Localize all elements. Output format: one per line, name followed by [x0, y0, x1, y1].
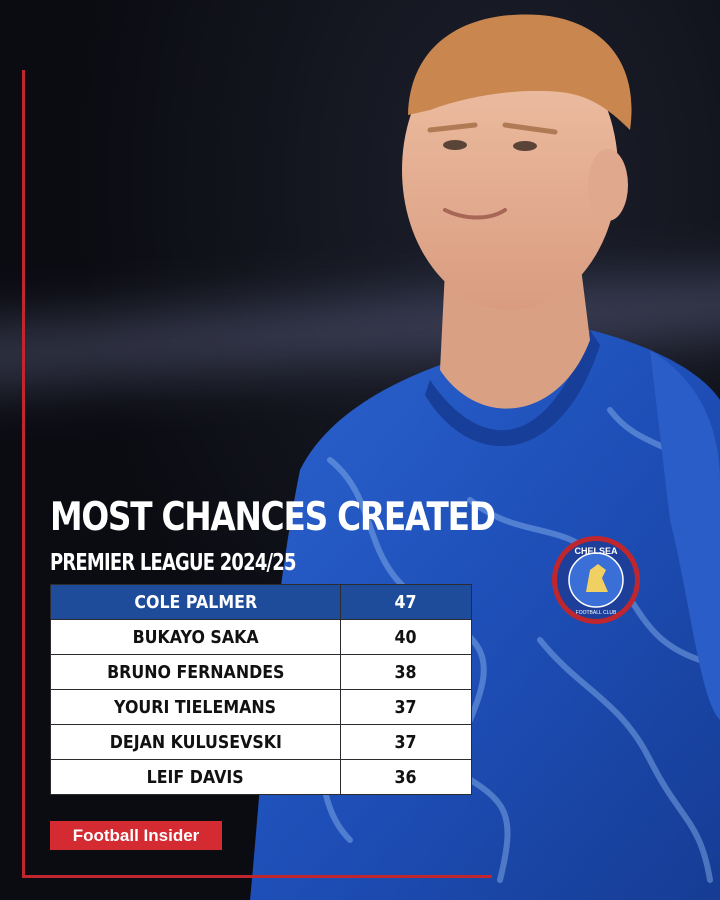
- table-row: LEIF DAVIS 36: [50, 759, 472, 795]
- table-row: DEJAN KULUSEVSKI 37: [50, 724, 472, 760]
- player-name-cell: BRUNO FERNANDES: [50, 654, 341, 690]
- football-insider-logo: Football Insider: [50, 821, 222, 850]
- chances-value: 47: [394, 591, 418, 613]
- chances-value-cell: 38: [340, 654, 472, 690]
- player-name: COLE PALMER: [134, 591, 257, 613]
- player-name-cell: DEJAN KULUSEVSKI: [50, 724, 341, 760]
- chances-value: 36: [394, 766, 418, 788]
- player-name: BUKAYO SAKA: [132, 626, 259, 648]
- player-name-cell: YOURI TIELEMANS: [50, 689, 341, 725]
- crest-label: CHELSEA: [574, 546, 618, 556]
- player-name: BRUNO FERNANDES: [106, 661, 285, 683]
- chances-value-cell: 47: [340, 584, 472, 620]
- chances-value: 40: [394, 626, 418, 648]
- player-name-cell: BUKAYO SAKA: [50, 619, 341, 655]
- player-name: DEJAN KULUSEVSKI: [109, 731, 282, 753]
- table-row: BUKAYO SAKA 40: [50, 619, 472, 655]
- chances-value: 37: [394, 731, 418, 753]
- chances-value-cell: 37: [340, 689, 472, 725]
- table-row: COLE PALMER 47: [50, 584, 472, 620]
- table-row: YOURI TIELEMANS 37: [50, 689, 472, 725]
- player-name-cell: LEIF DAVIS: [50, 759, 341, 795]
- chances-value-cell: 36: [340, 759, 472, 795]
- player-name: YOURI TIELEMANS: [114, 696, 277, 718]
- chances-value-cell: 37: [340, 724, 472, 760]
- accent-frame-bottom: [22, 875, 492, 878]
- ranking-table: COLE PALMER 47 BUKAYO SAKA 40 BRUNO FERN…: [50, 584, 472, 795]
- table-row: BRUNO FERNANDES 38: [50, 654, 472, 690]
- crest-sublabel: FOOTBALL CLUB: [576, 610, 617, 616]
- chances-value: 38: [394, 661, 418, 683]
- player-name: LEIF DAVIS: [146, 766, 245, 788]
- accent-frame-left: [22, 70, 25, 878]
- graphic-subtitle: PREMIER LEAGUE 2024/25: [50, 550, 296, 576]
- player-name-cell: COLE PALMER: [50, 584, 341, 620]
- chances-value-cell: 40: [340, 619, 472, 655]
- chances-value: 37: [394, 696, 418, 718]
- graphic-title: MOST CHANCES CREATED: [50, 495, 496, 540]
- chelsea-crest-icon: CHELSEA FOOTBALL CLUB: [552, 536, 640, 624]
